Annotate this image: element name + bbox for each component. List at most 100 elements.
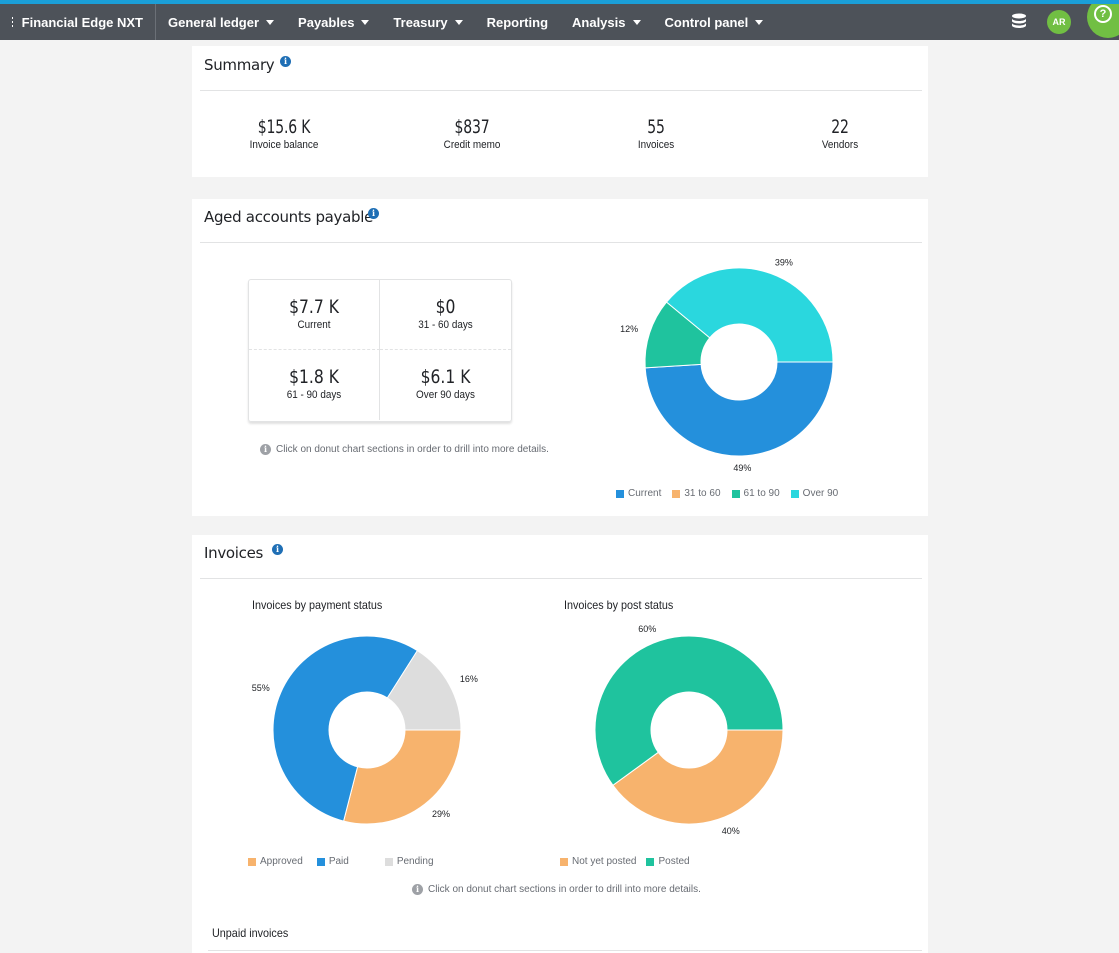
legend-not-yet-posted[interactable]: Not yet posted <box>560 856 636 867</box>
divider <box>200 242 922 243</box>
legend-label: Current <box>628 488 662 499</box>
aged-legend: Current 31 to 60 61 to 90 Over 90 <box>616 488 838 499</box>
legend-label: 61 to 90 <box>743 488 780 499</box>
legend-swatch <box>248 857 256 866</box>
info-icon[interactable]: i <box>368 208 379 219</box>
summary-title: Summary <box>204 56 275 74</box>
stat-invoices[interactable]: 55 Invoices <box>586 116 726 151</box>
legend-31-60[interactable]: 31 to 60 <box>672 488 721 499</box>
brand[interactable]: Financial Edge NXT <box>0 4 156 40</box>
nav-payables[interactable]: Payables <box>286 4 381 40</box>
legend-paid[interactable]: Paid <box>316 856 349 867</box>
drill-hint: i Click on donut chart sections in order… <box>260 444 549 455</box>
nav-analysis[interactable]: Analysis <box>560 4 652 40</box>
donut-label: 29% <box>432 809 450 819</box>
donut-label: 16% <box>460 674 478 684</box>
legend-current[interactable]: Current <box>616 488 661 499</box>
donut-slice-pending[interactable] <box>386 649 462 731</box>
legend-swatch <box>790 489 799 498</box>
info-icon[interactable]: i <box>280 56 291 67</box>
nav-menu: General ledger Payables Treasury Reporti… <box>156 4 775 40</box>
aged-payables-card: Aged accounts payable i $7.7 K Current $… <box>192 199 928 516</box>
aged-cell-over-90[interactable]: $6.1 K Over 90 days <box>380 350 511 420</box>
aged-cell-31-60[interactable]: $0 31 - 60 days <box>380 280 511 350</box>
invoices-card: Invoices i Invoices by payment status In… <box>192 535 928 953</box>
info-icon: i <box>412 884 423 895</box>
donut-label: 12% <box>620 324 638 334</box>
aged-label: Over 90 days <box>416 389 475 401</box>
stat-vendors[interactable]: 22 Vendors <box>770 116 910 151</box>
navbar: Financial Edge NXT General ledger Payabl… <box>0 4 1119 40</box>
legend-posted[interactable]: Posted <box>646 856 690 867</box>
nav-general-ledger[interactable]: General ledger <box>156 4 286 40</box>
post-donut-chart[interactable]: 40% 60% <box>572 620 802 835</box>
top-accent-bar <box>0 0 1119 4</box>
legend-approved[interactable]: Approved <box>248 856 303 867</box>
aged-summary-grid: $7.7 K Current $0 31 - 60 days $1.8 K 61… <box>248 279 512 422</box>
caret-down-icon <box>266 19 275 25</box>
donut-slice-approved[interactable] <box>343 729 462 825</box>
donut-slice-posted[interactable] <box>594 635 784 786</box>
legend-label: Pending <box>396 856 434 867</box>
menu-icon[interactable] <box>12 15 13 29</box>
legend-swatch <box>384 857 393 866</box>
legend-61-90[interactable]: 61 to 90 <box>731 488 780 499</box>
stat-credit-memo[interactable]: $837 Credit memo <box>402 116 542 151</box>
legend-label: Posted <box>658 856 690 867</box>
legend-label: Approved <box>260 856 303 867</box>
nav-label: Control panel <box>664 14 749 30</box>
aged-title: Aged accounts payable <box>204 208 374 226</box>
stat-label: Vendors <box>821 139 859 151</box>
info-icon: i <box>260 444 271 455</box>
avatar[interactable]: AR <box>1047 10 1071 34</box>
payment-status-title: Invoices by payment status <box>252 598 383 612</box>
donut-label: 60% <box>638 624 656 634</box>
legend-label: Not yet posted <box>572 856 637 867</box>
divider <box>208 950 922 951</box>
donut-label: 55% <box>252 683 270 693</box>
nav-label: General ledger <box>168 14 260 30</box>
aged-cell-61-90[interactable]: $1.8 K 61 - 90 days <box>249 350 380 420</box>
aged-cell-current[interactable]: $7.7 K Current <box>249 280 380 350</box>
drill-hint: i Click on donut chart sections in order… <box>412 884 701 895</box>
legend-over-90[interactable]: Over 90 <box>790 488 838 499</box>
donut-slice-over-90[interactable] <box>665 267 834 363</box>
aged-value: $7.7 K <box>289 296 339 318</box>
nav-treasury[interactable]: Treasury <box>381 4 474 40</box>
donut-slice-paid[interactable] <box>272 635 419 822</box>
stat-label: Invoice balance <box>249 139 319 151</box>
unpaid-invoices-title: Unpaid invoices <box>212 926 289 940</box>
legend-label: 31 to 60 <box>684 488 721 499</box>
invoices-title: Invoices <box>204 544 264 562</box>
database-icon[interactable] <box>1011 13 1027 31</box>
donut-slice-current[interactable] <box>644 361 834 457</box>
legend-pending[interactable]: Pending <box>384 856 434 867</box>
divider <box>200 578 922 579</box>
stat-label: Invoices <box>637 139 675 151</box>
aged-label: Current <box>297 319 331 331</box>
aged-donut-chart[interactable]: 49% 12% 39% <box>612 254 862 479</box>
caret-down-icon <box>632 19 641 25</box>
caret-down-icon <box>454 19 463 25</box>
nav-label: Treasury <box>393 14 448 30</box>
stat-value: 55 <box>647 116 665 138</box>
nav-reporting[interactable]: Reporting <box>475 4 560 40</box>
donut-label: 39% <box>775 257 793 267</box>
nav-control-panel[interactable]: Control panel <box>653 4 776 40</box>
legend-swatch <box>560 857 568 866</box>
stat-label: Credit memo <box>443 139 501 151</box>
donut-slice-not-yet-posted[interactable] <box>612 729 784 825</box>
post-legend: Not yet posted Posted <box>560 856 690 867</box>
help-button[interactable]: ? <box>1087 4 1119 40</box>
caret-down-icon <box>361 19 370 25</box>
legend-swatch <box>316 857 325 866</box>
legend-swatch <box>646 857 655 866</box>
stat-invoice-balance[interactable]: $15.6 K Invoice balance <box>214 116 354 151</box>
brand-name[interactable]: Financial Edge NXT <box>21 14 143 30</box>
aged-value: $6.1 K <box>420 366 471 388</box>
info-icon[interactable]: i <box>272 544 283 555</box>
stat-value: $837 <box>454 116 490 138</box>
payment-donut-chart[interactable]: 29% 55% 16% <box>242 620 492 835</box>
legend-label: Paid <box>328 856 349 867</box>
aged-label: 31 - 60 days <box>418 319 473 331</box>
